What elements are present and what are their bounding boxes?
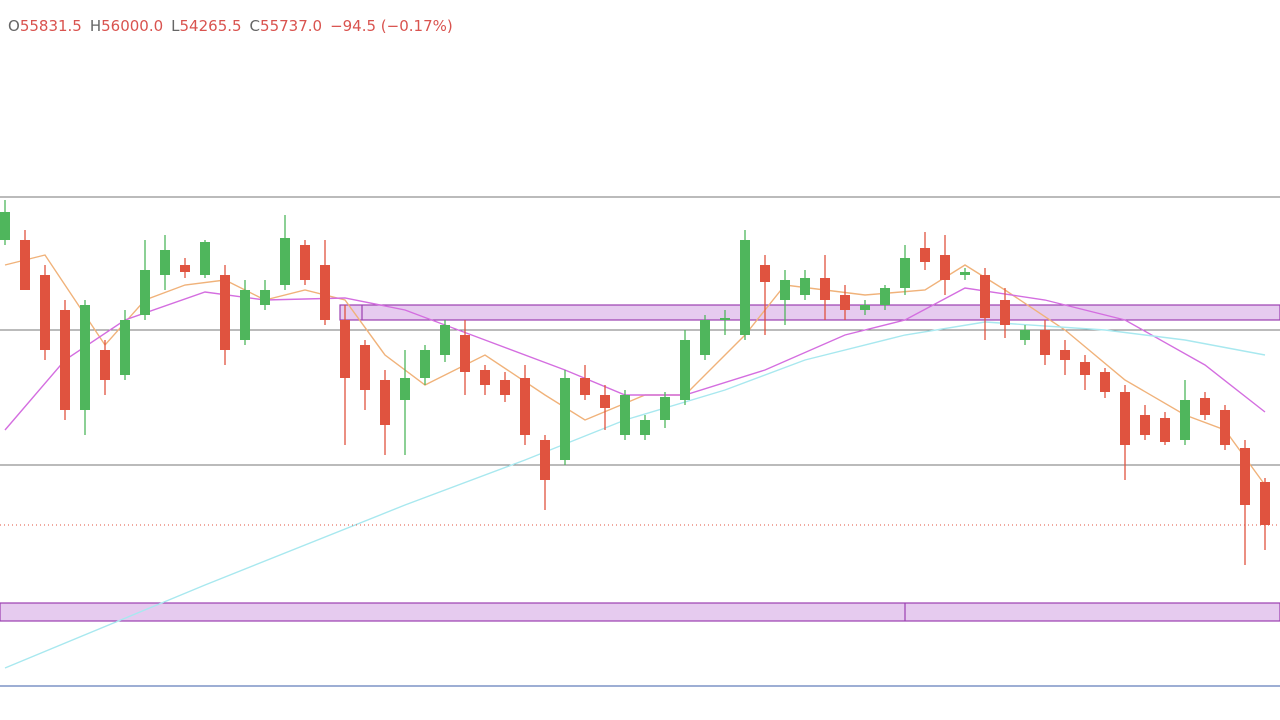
candle-body [1160, 418, 1170, 442]
candle-body [680, 340, 690, 400]
candle-body [820, 278, 830, 300]
candle-body [1260, 482, 1270, 525]
candle-body [1060, 350, 1070, 360]
candle-body [620, 395, 630, 435]
candle-body [960, 272, 970, 275]
candle-body [320, 265, 330, 320]
candle-body [840, 295, 850, 310]
header-value: 55737.0 [260, 17, 322, 35]
candle-body [1120, 392, 1130, 445]
candle-body [1100, 372, 1110, 392]
candle-body [340, 320, 350, 378]
candle-body [60, 310, 70, 410]
candle-body [580, 378, 590, 395]
candle-body [520, 378, 530, 435]
candle-body [400, 378, 410, 400]
header-label: C [250, 17, 260, 35]
candle-body [1080, 362, 1090, 375]
candle-body [1140, 415, 1150, 435]
candle-body [640, 420, 650, 435]
moving-average [4, 321, 1266, 669]
candle-body [980, 275, 990, 318]
candle-body [600, 395, 610, 408]
candle-body [220, 275, 230, 350]
candle-body [380, 380, 390, 425]
candle-body [1180, 400, 1190, 440]
candle-body [240, 290, 250, 340]
candle-body [200, 242, 210, 275]
header-label: H [90, 17, 101, 35]
plot [0, 196, 1280, 687]
candle-body [740, 240, 750, 335]
candle-body [1020, 330, 1030, 340]
ohlc-header: O55831.5 H56000.0 L54265.5 C55737.0 −94.5 (−… [8, 17, 453, 35]
candle-body [880, 288, 890, 305]
candle-body [720, 318, 730, 320]
moving-average [4, 254, 1266, 486]
candle-body [1200, 398, 1210, 415]
candle-body [0, 212, 10, 240]
candle-body [760, 265, 770, 282]
candle-body [700, 320, 710, 355]
header-label: L [171, 17, 180, 35]
zone [0, 602, 1280, 622]
candle-body [900, 258, 910, 288]
candle-body [1240, 448, 1250, 505]
candle-body [120, 320, 130, 375]
candle-body [460, 335, 470, 372]
candle-body [160, 250, 170, 275]
candle-body [780, 280, 790, 300]
candle-body [300, 245, 310, 280]
candle-body [80, 305, 90, 410]
header-value: 56000.0 [101, 17, 163, 35]
candle-body [100, 350, 110, 380]
zone [339, 304, 1280, 321]
header-value: 55831.5 [20, 17, 82, 35]
candle-body [800, 278, 810, 295]
candle-body [480, 370, 490, 385]
candle-body [440, 325, 450, 355]
header-value: 54265.5 [180, 17, 242, 35]
candle-body [500, 380, 510, 395]
candle-body [20, 240, 30, 290]
candle-body [280, 238, 290, 285]
candle-body [1040, 330, 1050, 355]
candle-body [940, 255, 950, 280]
candle-body [260, 290, 270, 305]
candle-body [1220, 410, 1230, 445]
candle-body [920, 248, 930, 262]
candle-body [860, 305, 870, 310]
candle-body [660, 397, 670, 420]
candle-body [360, 345, 370, 390]
header-label: O [8, 17, 20, 35]
candle-body [560, 378, 570, 460]
candle-body [180, 265, 190, 272]
candle-body [140, 270, 150, 315]
candle-body [420, 350, 430, 378]
candle-body [540, 440, 550, 480]
candle-body [40, 275, 50, 350]
candle-body [1000, 300, 1010, 325]
header-change: −94.5 (−0.17%) [330, 17, 453, 35]
